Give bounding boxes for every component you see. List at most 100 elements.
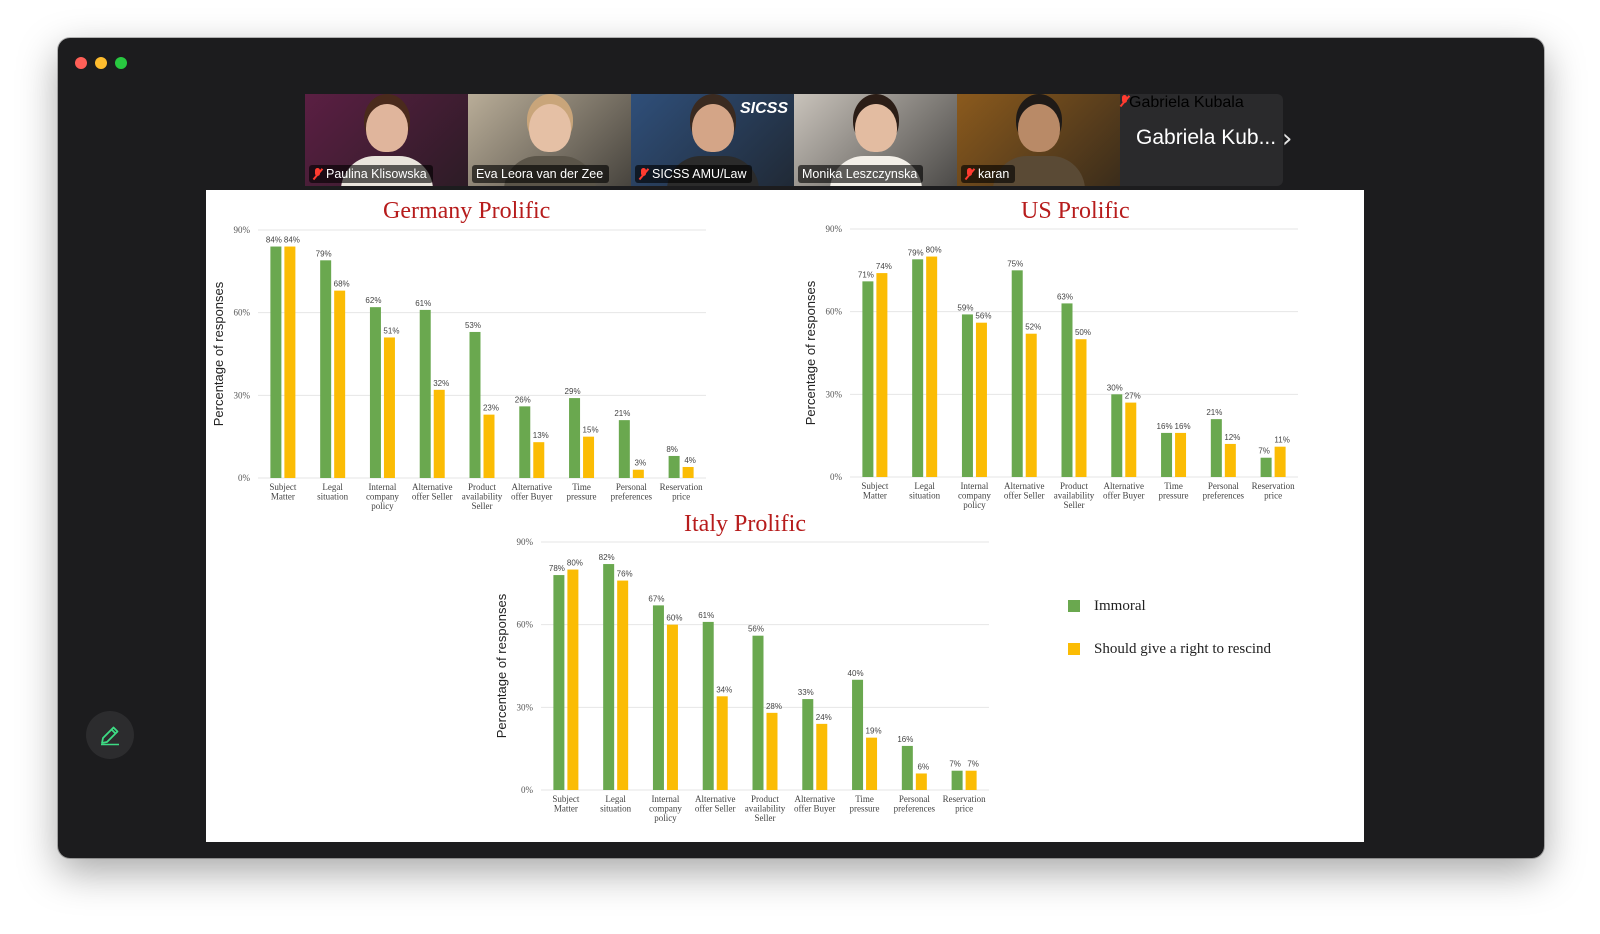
legend-item-rescind: Should give a right to rescind [1068, 638, 1271, 660]
bar-rescind [334, 290, 346, 478]
bar-immoral [469, 331, 481, 478]
bar-rescind [533, 442, 545, 478]
x-tick-label: Internal [651, 794, 679, 804]
data-label: 79% [908, 248, 924, 257]
y-tick-label: 60% [826, 307, 843, 317]
bar-immoral [270, 246, 282, 478]
bar-rescind [1075, 339, 1087, 477]
data-label: 60% [666, 614, 682, 623]
bar-immoral [862, 281, 874, 477]
x-tick-label: preferences [1203, 491, 1245, 501]
data-label: 23% [483, 404, 499, 413]
data-label: 16% [1175, 422, 1191, 431]
x-tick-label: availability [745, 804, 786, 814]
bar-rescind [1224, 443, 1236, 477]
data-label: 13% [533, 431, 549, 440]
participant-name: Monika Leszczynska [802, 167, 918, 181]
participant-strip: Paulina Klisowska Eva Leora van der Zee SI… [305, 94, 1283, 186]
participant-name-tag: karan [961, 165, 1016, 183]
x-tick-label: offer Buyer [794, 804, 836, 814]
participant-tile[interactable]: Monika Leszczynska [794, 94, 957, 186]
bar-immoral [369, 307, 381, 478]
participant-name: Eva Leora van der Zee [476, 167, 604, 181]
y-axis-label: Percentage of responses [803, 280, 818, 425]
close-window-button[interactable] [75, 57, 87, 69]
data-label: 51% [383, 326, 399, 335]
x-tick-label: policy [371, 501, 394, 511]
x-tick-label: Alternative [512, 482, 552, 492]
y-tick-label: 0% [830, 472, 843, 482]
data-label: 7% [1258, 447, 1270, 456]
x-tick-label: Internal [960, 481, 988, 491]
participant-display-name: Gabriela Kub... [1136, 126, 1277, 149]
x-tick-label: Personal [616, 482, 647, 492]
minimize-window-button[interactable] [95, 57, 107, 69]
bar-immoral [702, 621, 714, 790]
participant-tile[interactable]: Eva Leora van der Zee [468, 94, 631, 186]
data-label: 56% [748, 625, 764, 634]
data-label: 80% [567, 559, 583, 568]
x-tick-label: price [672, 492, 690, 502]
x-tick-label: availability [462, 492, 503, 502]
x-tick-label: situation [317, 492, 348, 502]
bar-immoral [1161, 432, 1173, 477]
x-tick-label: offer Buyer [511, 492, 553, 502]
y-axis-label: Percentage of responses [211, 281, 226, 426]
participant-tile[interactable]: SICSS SICSS AMU/Law [631, 94, 794, 186]
zoom-window-button[interactable] [115, 57, 127, 69]
bar-rescind [433, 389, 445, 478]
data-label: 11% [1274, 436, 1289, 445]
data-label: 4% [684, 456, 696, 465]
data-label: 74% [876, 262, 892, 271]
participant-avatar-head [1017, 104, 1060, 152]
data-label: 3% [635, 459, 647, 468]
data-label: 27% [1125, 392, 1141, 401]
data-label: 59% [957, 303, 973, 312]
bar-immoral [1061, 303, 1073, 477]
x-tick-label: Legal [605, 794, 626, 804]
data-label: 21% [614, 409, 630, 418]
bar-immoral [1210, 419, 1222, 477]
y-tick-label: 0% [521, 785, 534, 795]
bar-immoral [320, 260, 332, 478]
pencil-icon [101, 726, 119, 746]
x-tick-label: price [955, 804, 973, 814]
x-tick-label: availability [1054, 491, 1095, 501]
data-label: 7% [967, 760, 979, 769]
bar-immoral [569, 398, 581, 478]
data-label: 62% [365, 296, 381, 305]
x-tick-label: offer Seller [1004, 491, 1045, 501]
participant-tile-no-video[interactable]: Gabriela Kub... Gabriela Kubala [1120, 94, 1283, 186]
data-label: 63% [1057, 292, 1073, 301]
bar-rescind [1125, 402, 1137, 477]
participant-name-tag: Eva Leora van der Zee [472, 165, 610, 183]
bar-immoral [618, 420, 630, 478]
participant-avatar-head [528, 104, 571, 152]
bar-rescind [975, 322, 987, 477]
data-label: 52% [1025, 323, 1041, 332]
participant-tile[interactable]: Paulina Klisowska [305, 94, 468, 186]
annotate-button[interactable] [86, 711, 134, 759]
x-tick-label: Time [855, 794, 874, 804]
x-tick-label: Alternative [795, 794, 835, 804]
bar-immoral [668, 455, 680, 478]
x-tick-label: offer Seller [412, 492, 453, 502]
bar-rescind [617, 580, 629, 790]
x-tick-label: Product [1060, 481, 1088, 491]
y-tick-label: 30% [826, 389, 843, 399]
participant-name-tag: SICSS AMU/Law [635, 165, 753, 183]
x-tick-label: company [366, 492, 399, 502]
background-logo: SICSS [739, 100, 788, 117]
participant-tile[interactable]: karan [957, 94, 1120, 186]
participant-name-tag: Monika Leszczynska [798, 165, 924, 183]
legend-swatch-immoral [1068, 600, 1080, 612]
chevron-right-icon[interactable]: › [1282, 124, 1293, 154]
y-axis-label: Percentage of responses [494, 593, 509, 738]
x-tick-label: Subject [861, 481, 888, 491]
shared-screen-slide: 0% 30% 60% 90% Percentage of responses 84% 84%… [206, 190, 1364, 842]
y-tick-label: 60% [517, 620, 534, 630]
data-label: 29% [565, 387, 581, 396]
x-tick-label: Seller [1064, 500, 1085, 510]
participant-name: karan [978, 167, 1010, 181]
data-label: 28% [766, 702, 782, 711]
